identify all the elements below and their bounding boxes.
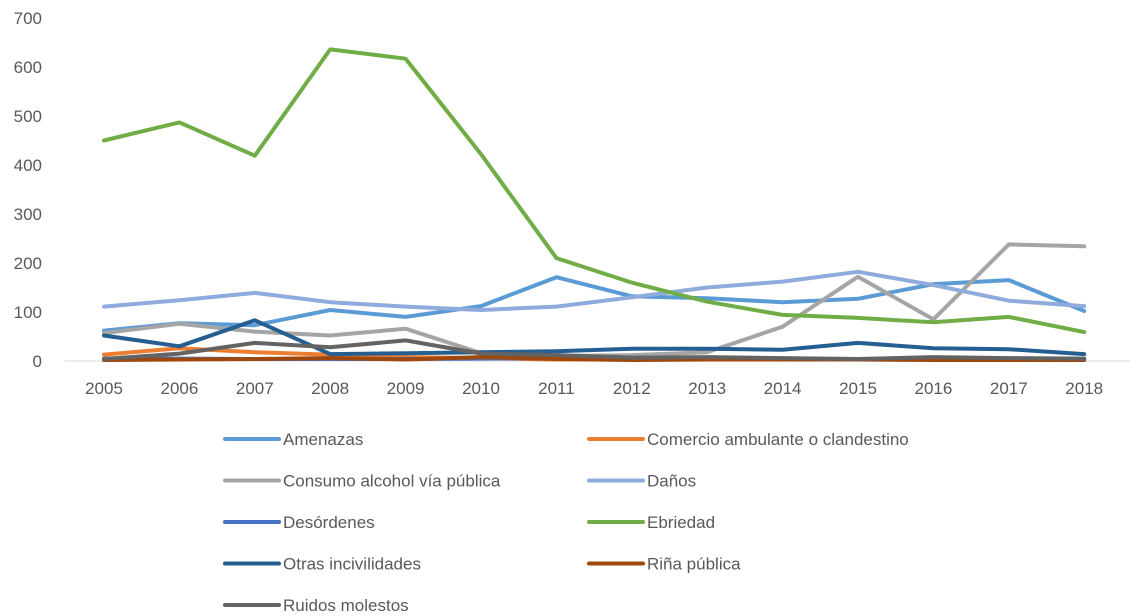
series-line-ebriedad [102, 47, 1087, 335]
series-line-rina-publica [102, 355, 1087, 362]
legend-item: Desórdenes [223, 513, 375, 532]
y-tick-label: 700 [14, 9, 42, 28]
x-tick-label: 2015 [839, 379, 877, 398]
x-tick-label: 2007 [236, 379, 274, 398]
x-tick-label: 2009 [387, 379, 425, 398]
x-tick-label: 2011 [538, 379, 575, 398]
legend-label: Ebriedad [647, 513, 715, 532]
legend-item: Riña pública [587, 555, 741, 574]
x-tick-label: 2005 [85, 379, 123, 398]
legend-item: Ruidos molestos [223, 596, 409, 615]
series-line-danos [102, 269, 1087, 312]
y-tick-label: 100 [14, 303, 42, 322]
x-tick-label: 2016 [914, 379, 952, 398]
y-axis: 0 100 200 300 400 500 600 700 [14, 9, 42, 371]
legend-item: Consumo alcohol vía pública [223, 472, 501, 491]
x-tick-label: 2014 [764, 379, 802, 398]
legend-item: Amenazas [223, 430, 363, 449]
y-tick-label: 300 [14, 205, 42, 224]
legend-item: Otras incivilidades [223, 555, 421, 574]
legend: Amenazas Comercio ambulante o clandestino… [223, 430, 909, 615]
legend-label: Riña pública [647, 555, 741, 574]
legend-item: Ebriedad [587, 513, 715, 532]
plot-area [102, 47, 1087, 362]
x-tick-label: 2006 [160, 379, 198, 398]
legend-label: Desórdenes [283, 513, 375, 532]
x-tick-label: 2012 [613, 379, 651, 398]
y-tick-label: 600 [14, 58, 42, 77]
y-tick-label: 400 [14, 156, 42, 175]
x-tick-label: 2010 [462, 379, 500, 398]
legend-item: Daños [587, 472, 696, 491]
x-tick-label: 2008 [311, 379, 349, 398]
series-line-otras-incivilidades [102, 318, 1087, 357]
legend-label: Comercio ambulante o clandestino [647, 430, 909, 449]
y-tick-label: 500 [14, 107, 42, 126]
y-tick-label: 0 [33, 352, 42, 371]
x-tick-label: 2017 [990, 379, 1028, 398]
series-line-ruidos-molestos [102, 338, 1087, 361]
legend-item: Comercio ambulante o clandestino [587, 430, 909, 449]
y-tick-label: 200 [14, 254, 42, 273]
x-axis: 2005 2006 2007 2008 2009 2010 2011 2012 2013 2014… [65, 360, 1130, 398]
series-line-amenazas [102, 275, 1087, 333]
x-tick-label: 2013 [688, 379, 726, 398]
legend-label: Daños [647, 472, 696, 491]
legend-label: Consumo alcohol vía pública [283, 472, 501, 491]
x-tick-label: 2018 [1065, 379, 1103, 398]
legend-label: Amenazas [283, 430, 363, 449]
legend-label: Otras incivilidades [283, 555, 421, 574]
legend-label: Ruidos molestos [283, 596, 409, 615]
